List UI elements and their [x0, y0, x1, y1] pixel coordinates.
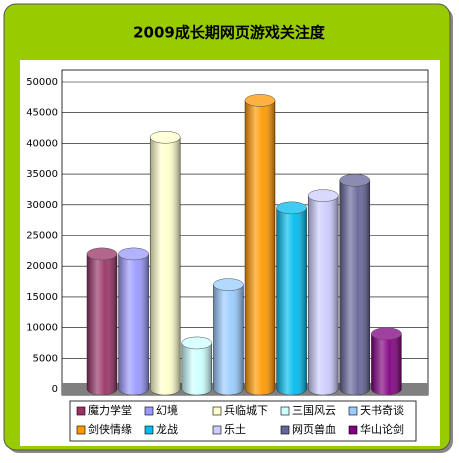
chart-title: 2009成长期网页游戏关注度: [133, 24, 326, 42]
y-tick-label: 50000: [26, 77, 58, 88]
bar-shade: [339, 180, 370, 395]
legend-label: 兵临城下: [224, 403, 268, 417]
legend-swatch: [144, 406, 154, 416]
bar-top: [244, 94, 276, 107]
bar-shade: [118, 253, 149, 395]
legend-swatch: [280, 425, 290, 435]
bar-top: [181, 336, 213, 350]
bar-shade: [87, 253, 117, 395]
legend-swatch: [348, 406, 358, 416]
bar-shade: [213, 284, 244, 395]
legend-swatch: [144, 425, 154, 435]
legend-label: 天书奇谈: [360, 404, 404, 417]
bar-top: [118, 247, 149, 261]
y-tick-label: 0: [52, 384, 58, 395]
legend-label: 幻境: [156, 403, 178, 417]
bar-top-shade: [371, 327, 402, 340]
y-tick-label: 25000: [26, 231, 58, 242]
bar-top-shade: [118, 247, 149, 260]
bar-top: [307, 189, 339, 202]
y-tick-label: 30000: [26, 200, 58, 211]
legend-swatch: [280, 406, 290, 416]
legend-swatch: [212, 406, 222, 416]
bar-shade: [245, 100, 275, 396]
bar-top: [213, 278, 244, 291]
y-tick-label: 15000: [26, 292, 58, 303]
bar-top: [149, 131, 181, 144]
bar-top: [339, 173, 371, 187]
bar-top-shade: [245, 94, 275, 107]
bar-shade: [276, 207, 307, 395]
bar-top: [276, 201, 307, 215]
legend-label: 三国风云: [292, 404, 336, 417]
legend-swatch: [76, 425, 86, 435]
legend: [69, 400, 417, 442]
bar-shade: [181, 342, 212, 395]
y-tick-label: 20000: [26, 261, 58, 272]
y-tick-label: 45000: [26, 108, 58, 119]
bar-top-shade: [87, 247, 117, 260]
bar-top-shade: [339, 174, 370, 187]
legend-label: 龙战: [156, 423, 178, 436]
y-tick-label: 40000: [26, 138, 58, 149]
y-tick-label: 5000: [33, 353, 58, 364]
bar-top-shade: [181, 336, 212, 349]
bar-shade: [308, 195, 339, 395]
legend-label: 魔力学堂: [88, 403, 132, 417]
bar-top-shade: [276, 201, 307, 214]
bar-top: [86, 247, 118, 261]
legend-label: 华山论剑: [360, 422, 404, 436]
legend-swatch: [348, 425, 358, 435]
bar-top: [371, 327, 402, 340]
legend-label: 乐土: [224, 423, 246, 436]
bar-top-shade: [213, 278, 244, 291]
y-tick-label: 10000: [26, 323, 58, 334]
bar-top-shade: [150, 131, 181, 144]
legend-swatch: [76, 406, 86, 416]
bar-top-shade: [308, 189, 339, 202]
legend-label: 剑侠情缘: [88, 422, 132, 436]
bar-shade: [150, 137, 181, 395]
bar-shade: [371, 333, 402, 395]
y-tick-label: 35000: [26, 169, 58, 180]
legend-label: 网页兽血: [292, 422, 336, 436]
legend-swatch: [212, 425, 222, 435]
